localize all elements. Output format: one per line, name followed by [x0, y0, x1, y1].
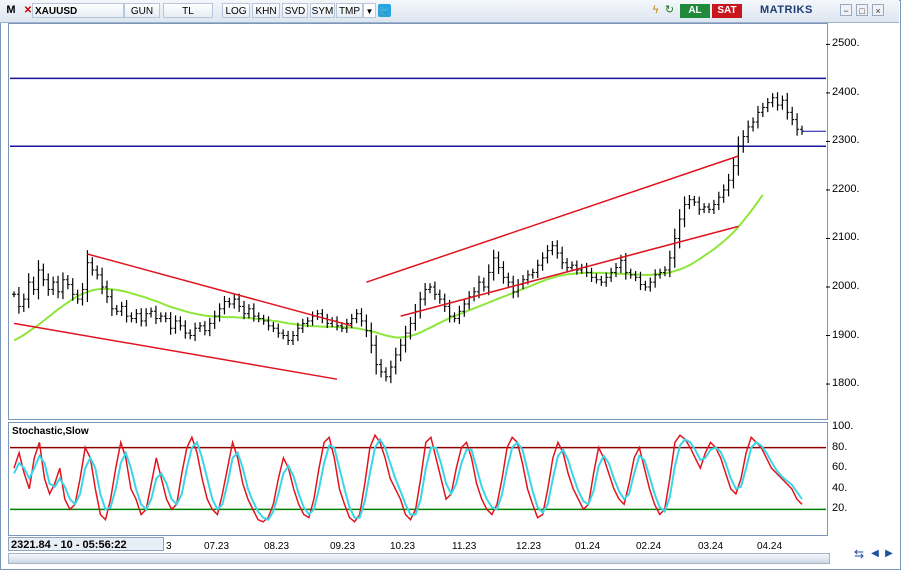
- stoch-tick-label: 80.: [832, 440, 848, 453]
- stoch-tick-label: 40.: [832, 481, 848, 494]
- svd-button[interactable]: SVD: [282, 3, 308, 18]
- date-tick-label: 12.23: [516, 541, 542, 552]
- scroll-thumb[interactable]: [9, 554, 829, 563]
- maximize-icon[interactable]: □: [856, 4, 868, 16]
- lightning-icon[interactable]: ϟ: [652, 4, 659, 16]
- price-tick-label: 1800.: [832, 377, 860, 390]
- trendline-rising-channel-lower: [400, 225, 739, 317]
- date-tick-label: 09.23: [330, 541, 356, 552]
- stoch-tick-label: 60.: [832, 461, 848, 474]
- dropdown-icon[interactable]: ▼: [363, 3, 376, 18]
- date-tick-label: 10.23: [390, 541, 416, 552]
- stochastic-d-line: [13, 437, 803, 521]
- twitter-icon[interactable]: 🐦: [378, 4, 391, 17]
- price-tick-label: 2200.: [832, 182, 860, 195]
- date-tick-label: 03.24: [698, 541, 724, 552]
- close-symbol-icon[interactable]: ✕: [23, 5, 33, 16]
- chart-toolbar: M ✕ XAUUSD GUN TL LOG KHN SVD SYM TMP ▼ …: [0, 0, 899, 23]
- date-tick-label: 02.24: [636, 541, 662, 552]
- price-tick-label: 2000.: [832, 280, 860, 292]
- price-tick-label: 1900.: [832, 328, 860, 341]
- price-tick-label: 2100.: [832, 231, 860, 244]
- price-readout: 2321.84 - 10 - 05:56:22: [8, 537, 164, 551]
- price-tick-label: 2500.: [832, 37, 860, 50]
- period-gun-button[interactable]: GUN: [124, 3, 160, 18]
- date-tick-label: 04.24: [757, 541, 783, 552]
- date-tick-label: 08.23: [264, 541, 290, 552]
- symbol-field[interactable]: XAUUSD: [32, 3, 124, 18]
- horizontal-scrollbar[interactable]: [8, 553, 830, 564]
- log-button[interactable]: LOG: [222, 3, 250, 18]
- price-tick-label: 2400.: [832, 85, 860, 98]
- tmp-button[interactable]: TMP: [336, 3, 363, 18]
- sym-button[interactable]: SYM: [310, 3, 335, 18]
- scroll-left-icon[interactable]: ◀: [871, 548, 879, 559]
- scroll-right-icon[interactable]: ▶: [885, 548, 893, 559]
- khn-button[interactable]: KHN: [252, 3, 280, 18]
- minimize-icon[interactable]: −: [840, 4, 852, 16]
- date-tick-label: 01.24: [575, 541, 601, 552]
- moving-average-line: [13, 194, 764, 342]
- trendline-falling-channel-upper: [87, 253, 352, 327]
- stoch-tick-label: 100.: [832, 420, 854, 432]
- brand-logo: MATRIKS: [760, 4, 813, 16]
- currency-tl-button[interactable]: TL: [163, 3, 213, 18]
- price-chart-panel[interactable]: [8, 23, 828, 420]
- date-tick-label: 07.23: [204, 541, 230, 552]
- menu-button[interactable]: M: [6, 4, 16, 16]
- stochastic-panel[interactable]: [8, 422, 828, 536]
- date-tick-label: 3: [166, 541, 172, 552]
- stochastic-title: Stochastic,Slow: [12, 426, 89, 437]
- price-tick-label: 2300.: [832, 134, 860, 147]
- buy-button[interactable]: AL: [680, 4, 710, 18]
- date-tick-label: 11.23: [452, 541, 477, 552]
- refresh-icon[interactable]: ↻: [664, 4, 675, 16]
- sync-icon[interactable]: ⇆: [853, 547, 865, 561]
- stoch-tick-label: 20.: [832, 502, 848, 515]
- trendline-rising-channel-upper: [366, 155, 739, 283]
- stochastic-k-line: [13, 433, 803, 523]
- trendline-falling-channel-lower: [13, 322, 338, 380]
- window-close-icon[interactable]: ×: [872, 4, 884, 16]
- sell-button[interactable]: SAT: [712, 4, 742, 18]
